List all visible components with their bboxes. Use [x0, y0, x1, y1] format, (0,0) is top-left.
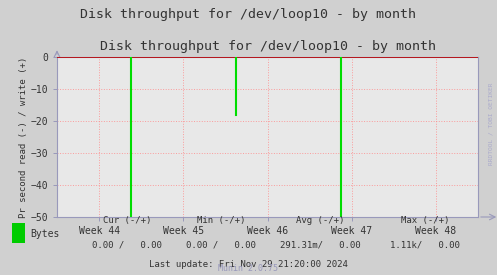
- Text: RRDTOOL / TOBI OETIKER: RRDTOOL / TOBI OETIKER: [488, 82, 493, 165]
- Text: 291.31m/   0.00: 291.31m/ 0.00: [280, 241, 361, 250]
- Text: Munin 2.0.75: Munin 2.0.75: [219, 264, 278, 273]
- Text: Avg (-/+): Avg (-/+): [296, 216, 345, 225]
- Y-axis label: Pr second read (-) / write (+): Pr second read (-) / write (+): [18, 56, 27, 218]
- Title: Disk throughput for /dev/loop10 - by month: Disk throughput for /dev/loop10 - by mon…: [99, 40, 435, 53]
- Text: 0.00 /   0.00: 0.00 / 0.00: [186, 241, 256, 250]
- Text: Disk throughput for /dev/loop10 - by month: Disk throughput for /dev/loop10 - by mon…: [81, 8, 416, 21]
- Text: 0.00 /   0.00: 0.00 / 0.00: [92, 241, 162, 250]
- Text: Min (-/+): Min (-/+): [197, 216, 246, 225]
- Text: Last update: Fri Nov 29 21:20:00 2024: Last update: Fri Nov 29 21:20:00 2024: [149, 260, 348, 269]
- Text: 1.11k/   0.00: 1.11k/ 0.00: [390, 241, 460, 250]
- Text: Bytes: Bytes: [30, 229, 59, 239]
- Text: Max (-/+): Max (-/+): [401, 216, 449, 225]
- Text: Cur (-/+): Cur (-/+): [102, 216, 151, 225]
